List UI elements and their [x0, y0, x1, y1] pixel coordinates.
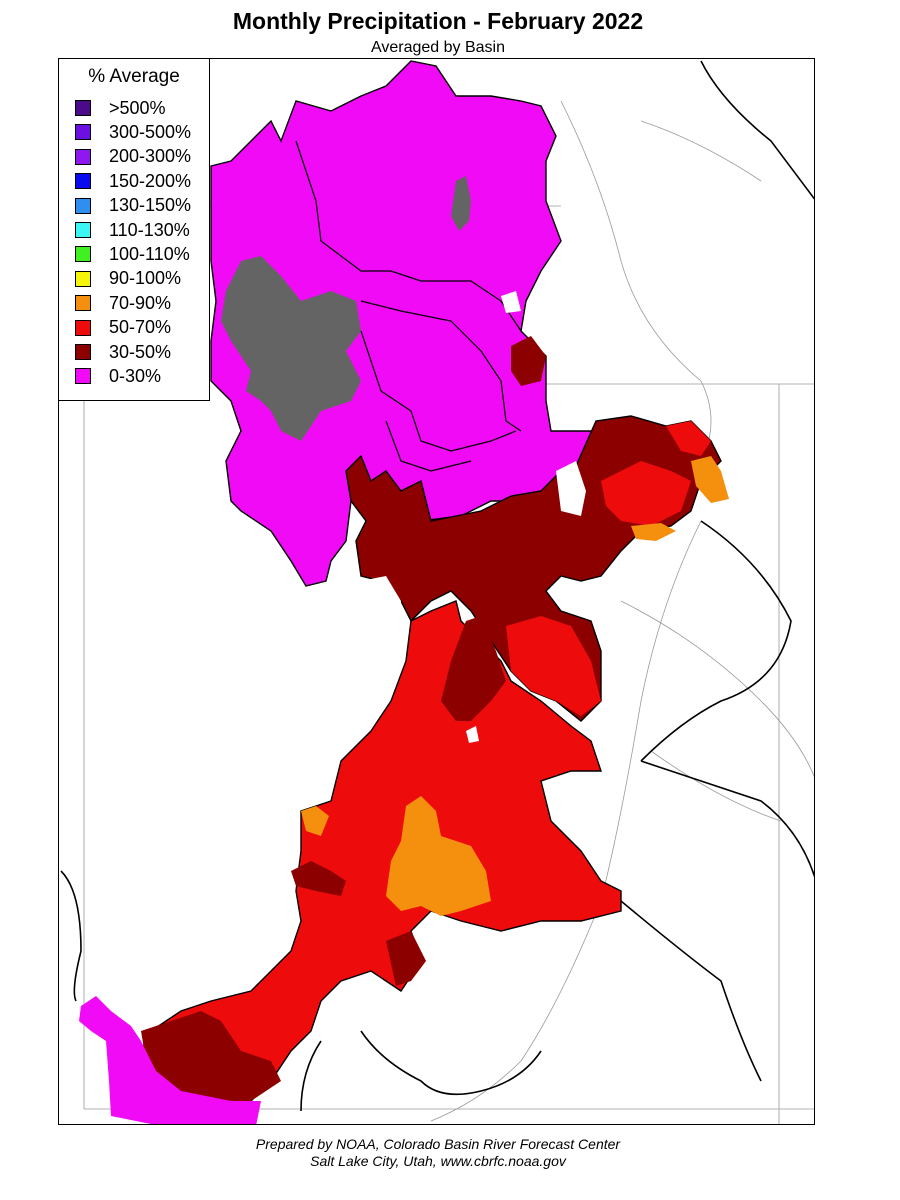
legend-label: 50-70%: [109, 317, 172, 338]
legend-label: 150-200%: [109, 170, 192, 191]
sub-line-n2: [360, 300, 522, 432]
legend-item: >500%: [75, 97, 166, 119]
legend-swatch: [75, 173, 91, 190]
legend-item: 30-50%: [75, 341, 171, 363]
sub-line-n4: [385, 420, 472, 472]
legend-item: 0-30%: [75, 365, 161, 387]
legend-label: 70-90%: [109, 292, 172, 313]
legend-label: 200-300%: [109, 146, 192, 167]
legend-title: % Average: [88, 66, 180, 87]
outline-east-1: [700, 60, 814, 200]
outline-south-1: [620, 900, 762, 1082]
region-30-50-south2: [291, 861, 346, 896]
region-30-50-mid2: [441, 616, 506, 721]
outline-east-2: [640, 520, 792, 762]
region-50-70-ne: [666, 421, 711, 456]
region-70-90-center: [386, 796, 491, 916]
legend: % Average >500% 300-500% 200-300% 150-200% 1…: [58, 58, 210, 401]
map-frame: [58, 58, 815, 1125]
legend-item: 200-300%: [75, 146, 191, 168]
region-50-70-east: [601, 461, 691, 526]
basin-outlines: [60, 60, 814, 1112]
legend-item: 150-200%: [75, 170, 191, 192]
legend-label: 130-150%: [109, 195, 192, 216]
outline-east-3: [640, 760, 814, 878]
region-30-50-south3: [386, 931, 426, 986]
footer-credit: Prepared by NOAA, Colorado Basin River F…: [255, 1136, 621, 1152]
legend-label: 110-130%: [109, 219, 190, 240]
map-title: Monthly Precipitation - February 2022: [232, 8, 644, 34]
legend-label: 30-50%: [109, 341, 172, 362]
legend-item: 110-130%: [75, 219, 190, 241]
legend-item: 100-110%: [75, 243, 190, 265]
map-subtitle: Averaged by Basin: [370, 39, 505, 56]
legend-swatch: [75, 148, 91, 165]
legend-item: 300-500%: [75, 121, 191, 143]
legend-swatch: [75, 222, 91, 238]
legend-swatch: [75, 124, 91, 141]
white-gap-2: [361, 576, 401, 626]
region-70-90-e: [631, 523, 676, 541]
river-green: [560, 100, 712, 462]
footer-url: Salt Lake City, Utah, www.cbrfc.noaa.gov: [310, 1153, 566, 1169]
region-50-70-south: [140, 600, 622, 1102]
basin-map: [59, 60, 814, 1124]
river-misc-2: [650, 750, 782, 822]
legend-label: 0-30%: [109, 365, 162, 386]
legend-swatch: [75, 295, 91, 312]
white-gap-4: [466, 726, 479, 743]
white-gap-1: [556, 461, 586, 516]
outline-west-1: [60, 870, 82, 1002]
legend-item: 50-70%: [75, 317, 171, 339]
sub-line-n3: [360, 330, 517, 452]
legend-label: 300-500%: [109, 121, 192, 142]
legend-item: 90-100%: [75, 268, 181, 290]
white-gap-3: [501, 291, 521, 313]
legend-swatch: [75, 319, 91, 336]
region-70-90-west: [301, 806, 329, 836]
legend-item: 130-150%: [75, 195, 191, 217]
legend-label: 100-110%: [109, 243, 190, 264]
outline-west-2: [300, 1040, 322, 1112]
legend-swatch: [75, 100, 91, 116]
legend-item: 70-90%: [75, 292, 171, 314]
river-misc-3: [640, 120, 762, 182]
no-data-lake: [221, 256, 361, 441]
no-data-north: [451, 176, 471, 231]
region-50-70-mid: [506, 616, 601, 716]
region-70-90-ne: [691, 456, 729, 503]
region-30-50-east: [511, 336, 546, 386]
region-30-50-south1: [141, 1011, 281, 1101]
legend-label: 90-100%: [109, 268, 182, 289]
legend-swatch: [75, 246, 91, 263]
outline-south-2: [360, 1030, 542, 1096]
sub-line-n1: [295, 140, 522, 332]
legend-swatch: [75, 270, 91, 287]
legend-swatch: [75, 344, 91, 360]
legend-swatch: [75, 368, 91, 385]
region-0-30-sw: [79, 996, 261, 1124]
river-misc-1: [620, 600, 814, 778]
legend-label: >500%: [109, 97, 166, 118]
legend-swatch: [75, 197, 91, 214]
